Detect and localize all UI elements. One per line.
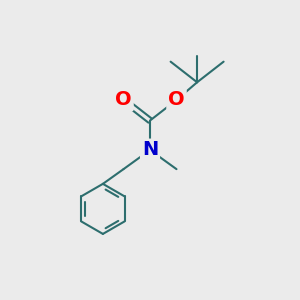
Text: O: O — [115, 90, 132, 110]
Text: N: N — [142, 140, 158, 160]
Text: O: O — [168, 90, 185, 110]
